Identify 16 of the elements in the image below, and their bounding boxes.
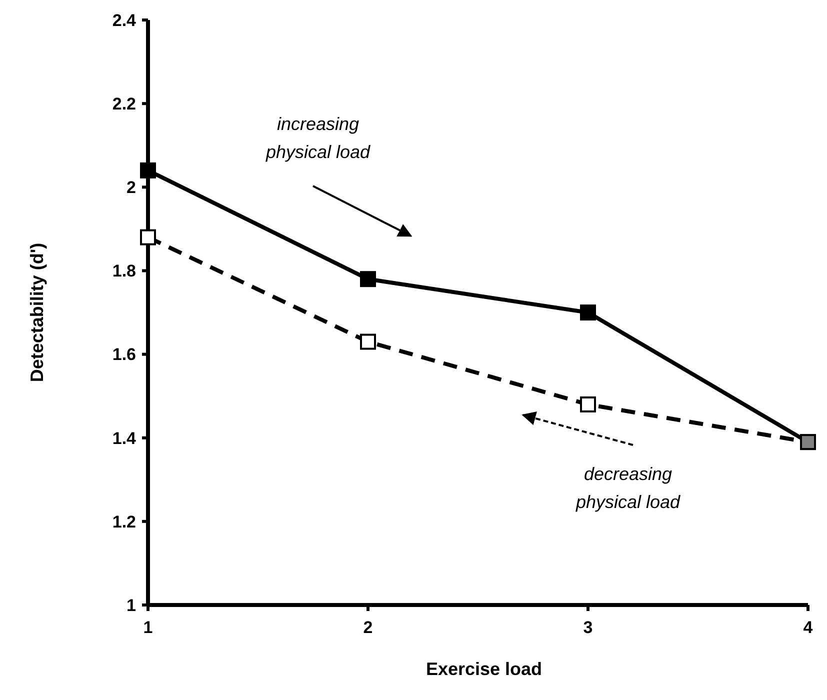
y-tick-label: 2.2 xyxy=(112,94,136,114)
annotation: increasing physical load xyxy=(264,114,372,162)
y-tick-label: 1.6 xyxy=(112,345,136,364)
y-tick-label: 2.4 xyxy=(112,10,137,30)
y-tick-label: 1.2 xyxy=(112,512,136,532)
y-tick-label: 1.8 xyxy=(112,262,136,281)
x-axis-title: Exercise load xyxy=(426,659,542,679)
y-tick-label: 1 xyxy=(126,596,136,615)
y-tick-label: 1.4 xyxy=(112,428,137,448)
y-tick-label: 2 xyxy=(126,178,136,198)
y-axis-title: Detectability (d') xyxy=(27,242,47,382)
x-tick-label: 4 xyxy=(803,618,814,637)
x-tick-label: 3 xyxy=(583,618,593,637)
x-tick-label: 1 xyxy=(143,618,153,637)
x-tick-label: 2 xyxy=(363,618,373,637)
annotation: decreasing physical load xyxy=(574,464,682,512)
